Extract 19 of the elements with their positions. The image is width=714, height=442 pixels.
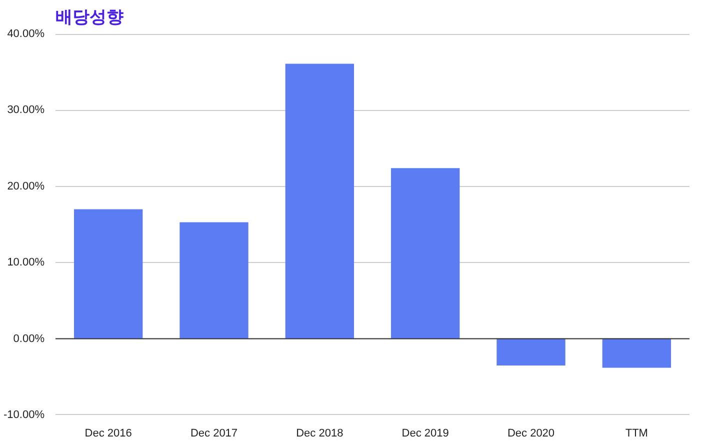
y-tick-label: -10.00% (4, 408, 45, 421)
y-tick-label: 40.00% (7, 28, 45, 40)
x-tick-label: Dec 2020 (507, 428, 555, 440)
chart-title: 배당성향 (56, 8, 124, 28)
bar (602, 338, 672, 368)
y-tick-label: 20.00% (7, 180, 45, 192)
y-tick-label: 0.00% (13, 332, 45, 345)
x-tick-label: Dec 2016 (84, 428, 132, 440)
y-tick-label: 30.00% (7, 104, 45, 116)
bar (285, 64, 354, 339)
x-tick-label: TTM (625, 428, 648, 440)
x-tick-label: Dec 2018 (296, 428, 344, 440)
bar (496, 338, 566, 366)
bar (390, 168, 460, 339)
bar (180, 222, 248, 339)
bar (74, 209, 143, 339)
x-tick-label: Dec 2017 (190, 428, 238, 440)
y-tick-label: 10.00% (7, 256, 45, 269)
x-tick-label: Dec 2019 (402, 428, 449, 440)
